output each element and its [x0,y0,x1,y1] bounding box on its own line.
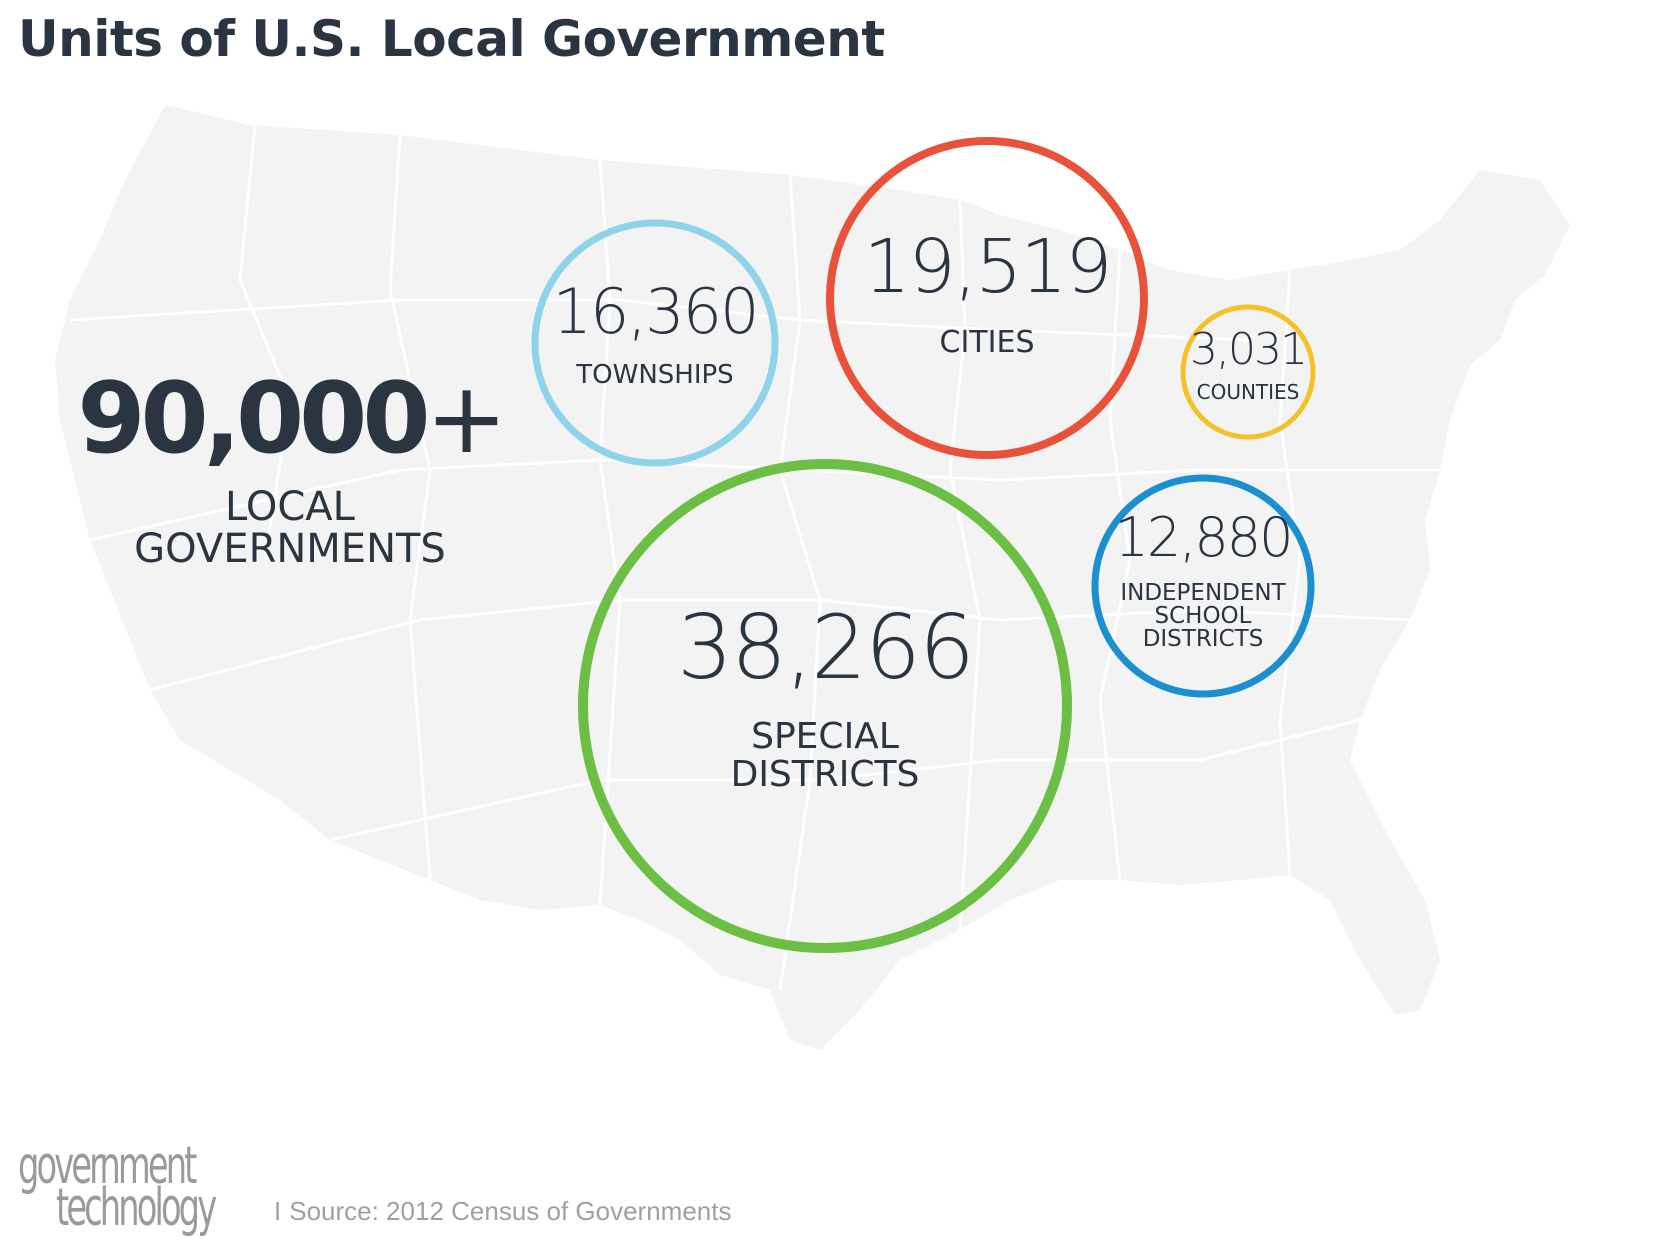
bubble-counties: 3,031 COUNTIES [1180,304,1316,440]
bubble-circle-counties [1180,304,1316,440]
total-label-line2: GOVERNMENTS [134,526,446,572]
bubble-value-counties: 3,031 [1190,324,1306,375]
bubble-value-special-districts: 38,266 [677,596,973,699]
bubble-label-counties-line1: COUNTIES [1197,380,1300,404]
source-separator: I [274,1196,282,1226]
logo-line2: technology [56,1178,217,1238]
bubble-label-independent-school-districts-line1: INDEPENDENT [1120,580,1286,606]
bubble-label-independent-school-districts-line2: SCHOOL [1155,603,1252,629]
bubble-label-independent-school-districts-line3: DISTRICTS [1143,626,1264,652]
bubble-label-cities-line1: CITIES [940,325,1035,360]
government-technology-logo: government technology [18,1136,258,1234]
bubble-cities: 19,519 CITIES [826,137,1148,459]
bubble-value-townships: 16,360 [553,275,758,348]
total-number: 90,000 [77,362,430,476]
total-label: LOCAL GOVERNMENTS [70,486,510,570]
bubble-circle-cities [826,137,1148,459]
total-value: 90,000+ [70,370,510,468]
source-text: Source: 2012 Census of Governments [289,1196,732,1226]
bubble-label-townships-line1: TOWNSHIPS [575,360,733,390]
logo-line1: government [18,1136,197,1196]
bubble-label-special-districts-line1: SPECIAL [751,716,899,757]
total-label-line1: LOCAL [225,484,355,530]
bubble-circle-special-districts [578,459,1072,953]
source-note: I Source: 2012 Census of Governments [274,1196,731,1227]
bubble-label-special-districts-line2: DISTRICTS [731,754,920,795]
bubble-townships: 16,360 TOWNSHIPS [531,219,779,467]
bubble-circle-independent-school-districts [1091,474,1315,698]
bubble-circle-townships [531,219,779,467]
bubble-value-independent-school-districts: 12,880 [1115,506,1292,569]
total-block: 90,000+ LOCAL GOVERNMENTS [70,370,510,570]
chart-title: Units of U.S. Local Government [18,10,885,68]
total-plus: + [425,362,508,476]
bubble-value-cities: 19,519 [864,224,1111,310]
